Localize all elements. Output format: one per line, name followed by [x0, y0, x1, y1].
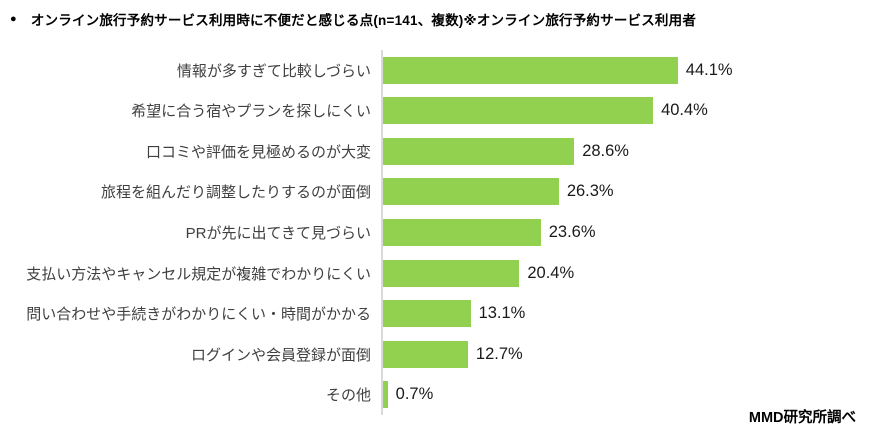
bullet-icon: ● — [10, 12, 17, 25]
value-label: 20.4% — [527, 263, 575, 282]
bar — [383, 178, 559, 206]
source-credit: MMD研究所調べ — [748, 410, 856, 426]
category-label: 情報が多すぎて比較しづらい — [176, 62, 371, 80]
bar — [383, 381, 388, 409]
bar-track: 28.6% — [381, 131, 871, 172]
bar-track: 26.3% — [381, 171, 871, 213]
bar-row: 問い合わせや手続きがわかりにくい・時間がかかる 13.1% — [0, 293, 871, 334]
chart-title: ● オンライン旅行予約サービス利用時に不便だと感じる点(n=141、複数)※オン… — [10, 9, 696, 29]
bar-row: ログインや会員登録が面倒 12.7% — [0, 333, 871, 375]
bar-row: 支払い方法やキャンセル規定が複雑でわかりにくい 20.4% — [0, 252, 871, 294]
category-label: 問い合わせや手続きがわかりにくい・時間がかかる — [26, 306, 371, 324]
value-label: 44.1% — [685, 60, 733, 79]
bar — [383, 219, 541, 247]
bar-row: 口コミや評価を見極めるのが大変 28.6% — [0, 131, 871, 172]
bar-track: 12.7% — [381, 333, 871, 375]
bar-row: PRが先に出てきて見づらい 23.6% — [0, 212, 871, 253]
bar — [383, 300, 471, 328]
value-label: 26.3% — [566, 182, 614, 201]
bar-chart: 情報が多すぎて比較しづらい 44.1% 希望に合う宿やプランを探しにくい 40.4% 口… — [0, 50, 871, 416]
bar-row: 旅程を組んだり調整したりするのが面倒 26.3% — [0, 171, 871, 213]
bar — [383, 137, 575, 165]
bar-track: 23.6% — [381, 212, 871, 253]
category-label: 口コミや評価を見極めるのが大変 — [145, 143, 371, 161]
category-label: その他 — [325, 387, 371, 405]
value-label: 28.6% — [582, 141, 629, 160]
bar-row: その他 0.7% — [0, 374, 871, 416]
bar-row: 希望に合う宿やプランを探しにくい 40.4% — [0, 90, 871, 132]
value-label: 40.4% — [661, 101, 708, 120]
category-label: PRが先に出てきて見づらい — [185, 225, 371, 243]
value-label: 23.6% — [548, 223, 596, 242]
bar-track: 40.4% — [381, 90, 871, 132]
value-label: 0.7% — [395, 385, 434, 404]
bar — [383, 340, 468, 368]
value-label: 12.7% — [475, 344, 523, 363]
bar-row: 情報が多すぎて比較しづらい 44.1% — [0, 50, 871, 91]
category-label: 支払い方法やキャンセル規定が複雑でわかりにくい — [26, 265, 371, 283]
category-label: 旅程を組んだり調整したりするのが面倒 — [100, 184, 371, 202]
chart-title-text: オンライン旅行予約サービス利用時に不便だと感じる点(n=141、複数)※オンライ… — [30, 13, 697, 28]
bar-track: 0.7% — [381, 374, 871, 416]
category-label: 希望に合う宿やプランを探しにくい — [131, 103, 371, 121]
bar — [383, 259, 520, 287]
bar-track: 13.1% — [381, 293, 871, 334]
bar-track: 44.1% — [381, 50, 871, 91]
bar — [383, 97, 654, 125]
value-label: 13.1% — [478, 304, 526, 323]
bar — [383, 56, 678, 84]
bar-track: 20.4% — [381, 252, 871, 294]
category-label: ログインや会員登録が面倒 — [190, 346, 371, 364]
